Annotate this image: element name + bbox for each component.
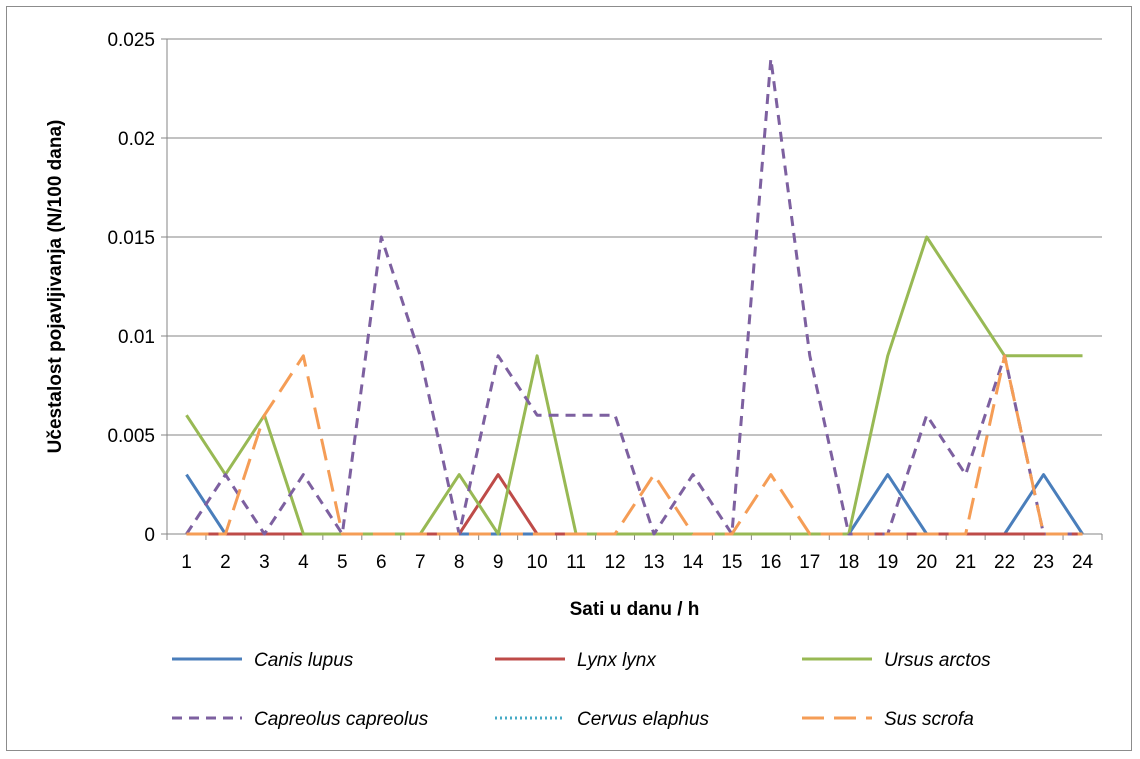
legend-label: Canis lupus bbox=[254, 650, 354, 671]
x-tick-label: 22 bbox=[994, 552, 1015, 573]
x-tick-label: 5 bbox=[337, 552, 348, 573]
x-tick-label: 23 bbox=[1033, 552, 1054, 573]
x-tick-label: 13 bbox=[643, 552, 664, 573]
y-tick-label: 0 bbox=[144, 525, 155, 546]
x-tick-label: 14 bbox=[682, 552, 704, 573]
x-tick-label: 7 bbox=[415, 552, 426, 573]
x-tick-label: 1 bbox=[181, 552, 192, 573]
y-tick-label: 0.005 bbox=[107, 426, 155, 447]
y-axis-title: Učestalost pojavljivanja (N/100 dana) bbox=[45, 120, 66, 454]
series-lines bbox=[185, 57, 1084, 536]
legend-label: Lynx lynx bbox=[577, 650, 657, 671]
y-tick-label: 0.015 bbox=[107, 228, 155, 249]
legend-label: Sus scrofa bbox=[884, 709, 974, 730]
gridlines bbox=[161, 38, 1103, 540]
x-tick-label: 3 bbox=[259, 552, 270, 573]
x-tick-label: 9 bbox=[493, 552, 504, 573]
x-tick-label: 18 bbox=[838, 552, 859, 573]
x-tick-label: 11 bbox=[566, 552, 586, 573]
x-tick-label: 6 bbox=[376, 552, 387, 573]
x-tick-label: 17 bbox=[799, 552, 820, 573]
y-tick-label: 0.01 bbox=[118, 327, 155, 348]
series-line-sus-scrofa bbox=[186, 354, 1083, 536]
legend-item: Cervus elaphus bbox=[495, 709, 710, 730]
y-axis-ticks: 0 0.005 0.01 0.015 0.02 0.025 bbox=[107, 30, 155, 546]
legend-item: Sus scrofa bbox=[802, 709, 974, 730]
y-tick-label: 0.025 bbox=[107, 30, 155, 51]
y-tick-label: 0.02 bbox=[118, 129, 155, 150]
x-tick-label: 19 bbox=[877, 552, 898, 573]
x-tick-label: 15 bbox=[721, 552, 742, 573]
legend-item: Canis lupus bbox=[172, 650, 354, 671]
x-tick-label: 16 bbox=[760, 552, 781, 573]
legend-item: Ursus arctos bbox=[802, 650, 991, 671]
legend-label: Capreolus capreolus bbox=[254, 709, 429, 730]
x-tick-label: 8 bbox=[454, 552, 465, 573]
x-tick-label: 4 bbox=[298, 552, 309, 573]
series-line-capreolus-capreolus bbox=[185, 57, 1083, 536]
x-tick-label: 24 bbox=[1072, 552, 1094, 573]
x-tick-label: 10 bbox=[527, 552, 548, 573]
legend-item: Capreolus capreolus bbox=[172, 709, 429, 730]
legend: Canis lupus Lynx lynx Ursus arctos Capreolu… bbox=[172, 650, 991, 730]
x-axis-title: Sati u danu / h bbox=[570, 599, 700, 620]
legend-label: Ursus arctos bbox=[884, 650, 991, 671]
x-tick-label: 20 bbox=[916, 552, 937, 573]
series-line-ursus-arctos bbox=[185, 235, 1083, 536]
legend-item: Lynx lynx bbox=[495, 650, 657, 671]
chart-frame: 0 0.005 0.01 0.015 0.02 0.025 1 2 3 4 5 6 7 8 9 10 11 12… bbox=[6, 6, 1132, 751]
x-axis-ticks: 1 2 3 4 5 6 7 8 9 10 11 12 13 14 15 16 17 18 19 20 21 22 23 24 bbox=[181, 552, 1093, 573]
x-tick-label: 12 bbox=[604, 552, 625, 573]
x-tick-label: 2 bbox=[220, 552, 231, 573]
legend-label: Cervus elaphus bbox=[577, 709, 710, 730]
x-tick-label: 21 bbox=[955, 552, 976, 573]
